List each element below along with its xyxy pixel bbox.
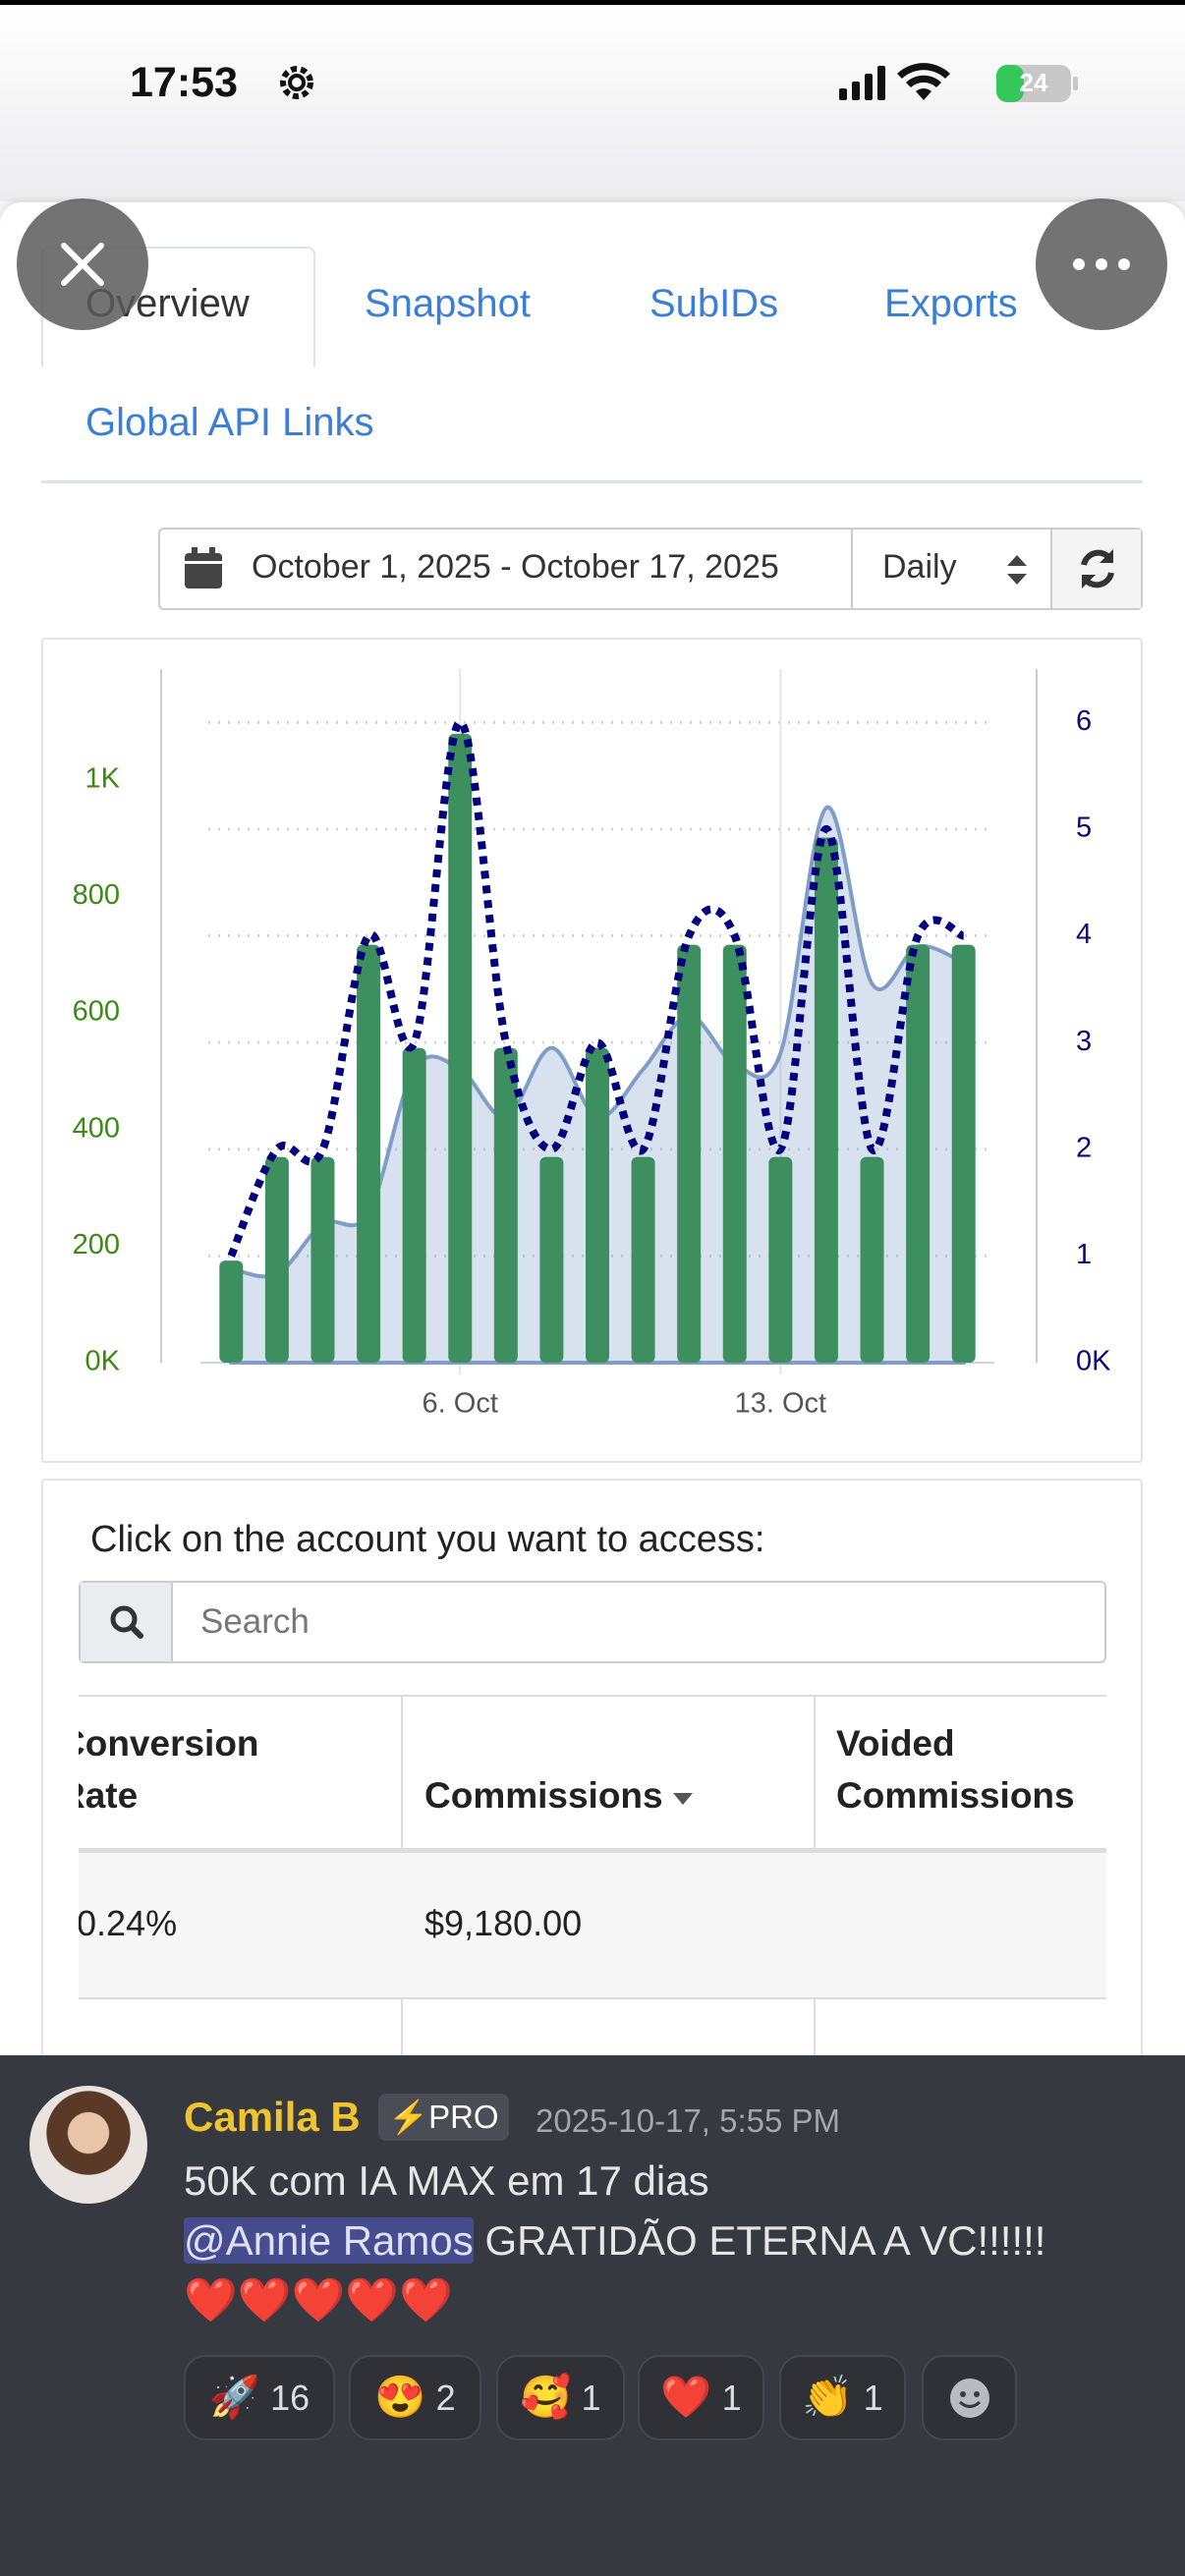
bar [539, 1156, 564, 1363]
badge: ⚡PRO [378, 2094, 509, 2141]
close-button[interactable] [17, 198, 148, 330]
column-header-text[interactable]: Commissions [424, 1775, 663, 1816]
y-tick-label: 0K [85, 1346, 121, 1377]
y2-tick-label: 0K [1076, 1346, 1111, 1377]
status-icons: 24 [839, 63, 1078, 102]
message-panel [0, 2055, 1185, 2576]
reaction-emoji: ❤️ [660, 2374, 712, 2420]
status-time: 17:53 [130, 59, 238, 106]
reaction-emoji: 🥰 [520, 2374, 572, 2420]
message-text: GRATIDÃO ETERNA A VC!!!!!! [484, 2217, 1046, 2264]
reaction-count: 1 [581, 2377, 601, 2418]
divider [851, 530, 853, 608]
bar [219, 1260, 244, 1363]
bar [951, 944, 976, 1363]
search-icon-cell [81, 1583, 173, 1661]
accounts-table: Conversion Rate Commissions Voided Commi… [79, 1695, 1106, 2088]
y2-tick-label: 5 [1076, 812, 1092, 844]
reaction[interactable]: 👏 1 [779, 2355, 906, 2440]
reaction[interactable]: 😍 2 [349, 2355, 481, 2440]
badge-text: PRO [428, 2099, 499, 2135]
bar [310, 1156, 335, 1363]
y2-tick-label: 4 [1076, 919, 1092, 950]
reaction-count: 1 [721, 2377, 742, 2418]
header-rule [79, 1848, 1106, 1853]
battery-level: 24 [1020, 68, 1048, 97]
row-line [79, 1997, 1106, 1999]
bar [264, 1156, 289, 1363]
table-line [79, 1695, 1106, 1697]
status-area [0, 5, 1185, 201]
author[interactable]: Camila B [184, 2094, 361, 2140]
tab[interactable]: Global API Links [85, 401, 374, 444]
y2-tick-label: 1 [1076, 1239, 1092, 1270]
reaction-emoji: 🚀 [208, 2374, 261, 2420]
search-placeholder[interactable]: Search [200, 1602, 310, 1641]
reaction-emoji: 😍 [374, 2374, 426, 2420]
bar [677, 944, 702, 1363]
bar [814, 837, 838, 1363]
y2-tick-label: 2 [1076, 1132, 1092, 1163]
date-range: October 1, 2025 - October 17, 2025 [252, 548, 779, 586]
x-tick-label: 6. Oct [423, 1388, 498, 1420]
message-hearts: ❤️❤️❤️❤️❤️ [184, 2276, 453, 2324]
message-line: @Annie Ramos GRATIDÃO ETERNA A VC!!!!!! [184, 2217, 1045, 2265]
bar [357, 944, 381, 1363]
reaction[interactable]: 🚀 16 [184, 2355, 335, 2440]
tab[interactable]: Exports [884, 282, 1018, 325]
bar [448, 733, 473, 1363]
date-picker[interactable] [158, 528, 1143, 610]
cell: 0.24% [79, 1903, 178, 1943]
column-header[interactable]: Commissions [424, 1769, 703, 1821]
reaction-emoji: 👏 [802, 2374, 854, 2420]
timestamp: 2025-10-17, 5:55 PM [536, 2102, 841, 2139]
chart: 0K 200 400 600 800 1K 0K 1 2 3 4 5 6 6. Oct 13. Oct [73, 669, 1111, 1420]
y2-tick-label: 3 [1076, 1026, 1092, 1057]
bar [722, 944, 747, 1363]
bar [402, 1047, 426, 1363]
reaction[interactable]: 🥰 1 [496, 2355, 625, 2440]
column-header[interactable]: Voided Commissions [836, 1723, 1075, 1816]
top-edge [0, 0, 1185, 5]
more-button[interactable] [1036, 198, 1167, 330]
refresh-button[interactable] [1050, 530, 1141, 608]
bar [493, 1047, 518, 1363]
accounts-prompt: Click on the account you want to access: [90, 1519, 765, 1560]
select-arrows [1007, 555, 1027, 585]
calendar-icon [185, 547, 222, 588]
reaction-count: 1 [863, 2377, 883, 2418]
avatar[interactable] [29, 2086, 147, 2204]
y-tick-label: 200 [73, 1229, 120, 1260]
x-tick-label: 13. Oct [735, 1388, 827, 1420]
bar [768, 1156, 793, 1363]
bar [906, 944, 931, 1363]
bar [631, 1156, 655, 1363]
interval-select[interactable]: Daily [882, 548, 957, 586]
reaction-count: 16 [270, 2377, 310, 2418]
y-tick-label: 600 [73, 996, 120, 1028]
table-row[interactable] [79, 1853, 1106, 1998]
y-tick-label: 400 [73, 1112, 120, 1144]
y-tick-label: 1K [85, 762, 121, 794]
tab-divider [41, 480, 1143, 483]
search-box[interactable] [79, 1581, 1106, 1663]
add-reaction[interactable] [922, 2355, 1017, 2440]
chart-card [41, 638, 1143, 1463]
y2-tick-label: 6 [1076, 705, 1092, 737]
reaction-count: 2 [435, 2377, 456, 2418]
settings-icon [280, 66, 313, 99]
y-tick-label: 800 [73, 879, 120, 911]
tab[interactable]: Snapshot [365, 282, 532, 325]
bar [860, 1156, 884, 1363]
tab[interactable]: SubIDs [649, 282, 779, 325]
mention[interactable]: @Annie Ramos [184, 2217, 474, 2264]
cell: $9,180.00 [424, 1903, 583, 1943]
line [227, 718, 966, 1258]
bolt: ⚡ [388, 2099, 429, 2135]
reaction[interactable]: ❤️ 1 [638, 2355, 764, 2440]
column-header[interactable]: Conversion Rate [79, 1723, 259, 1816]
message-line: 50K com IA MAX em 17 dias [184, 2157, 709, 2204]
bar [586, 1047, 609, 1363]
